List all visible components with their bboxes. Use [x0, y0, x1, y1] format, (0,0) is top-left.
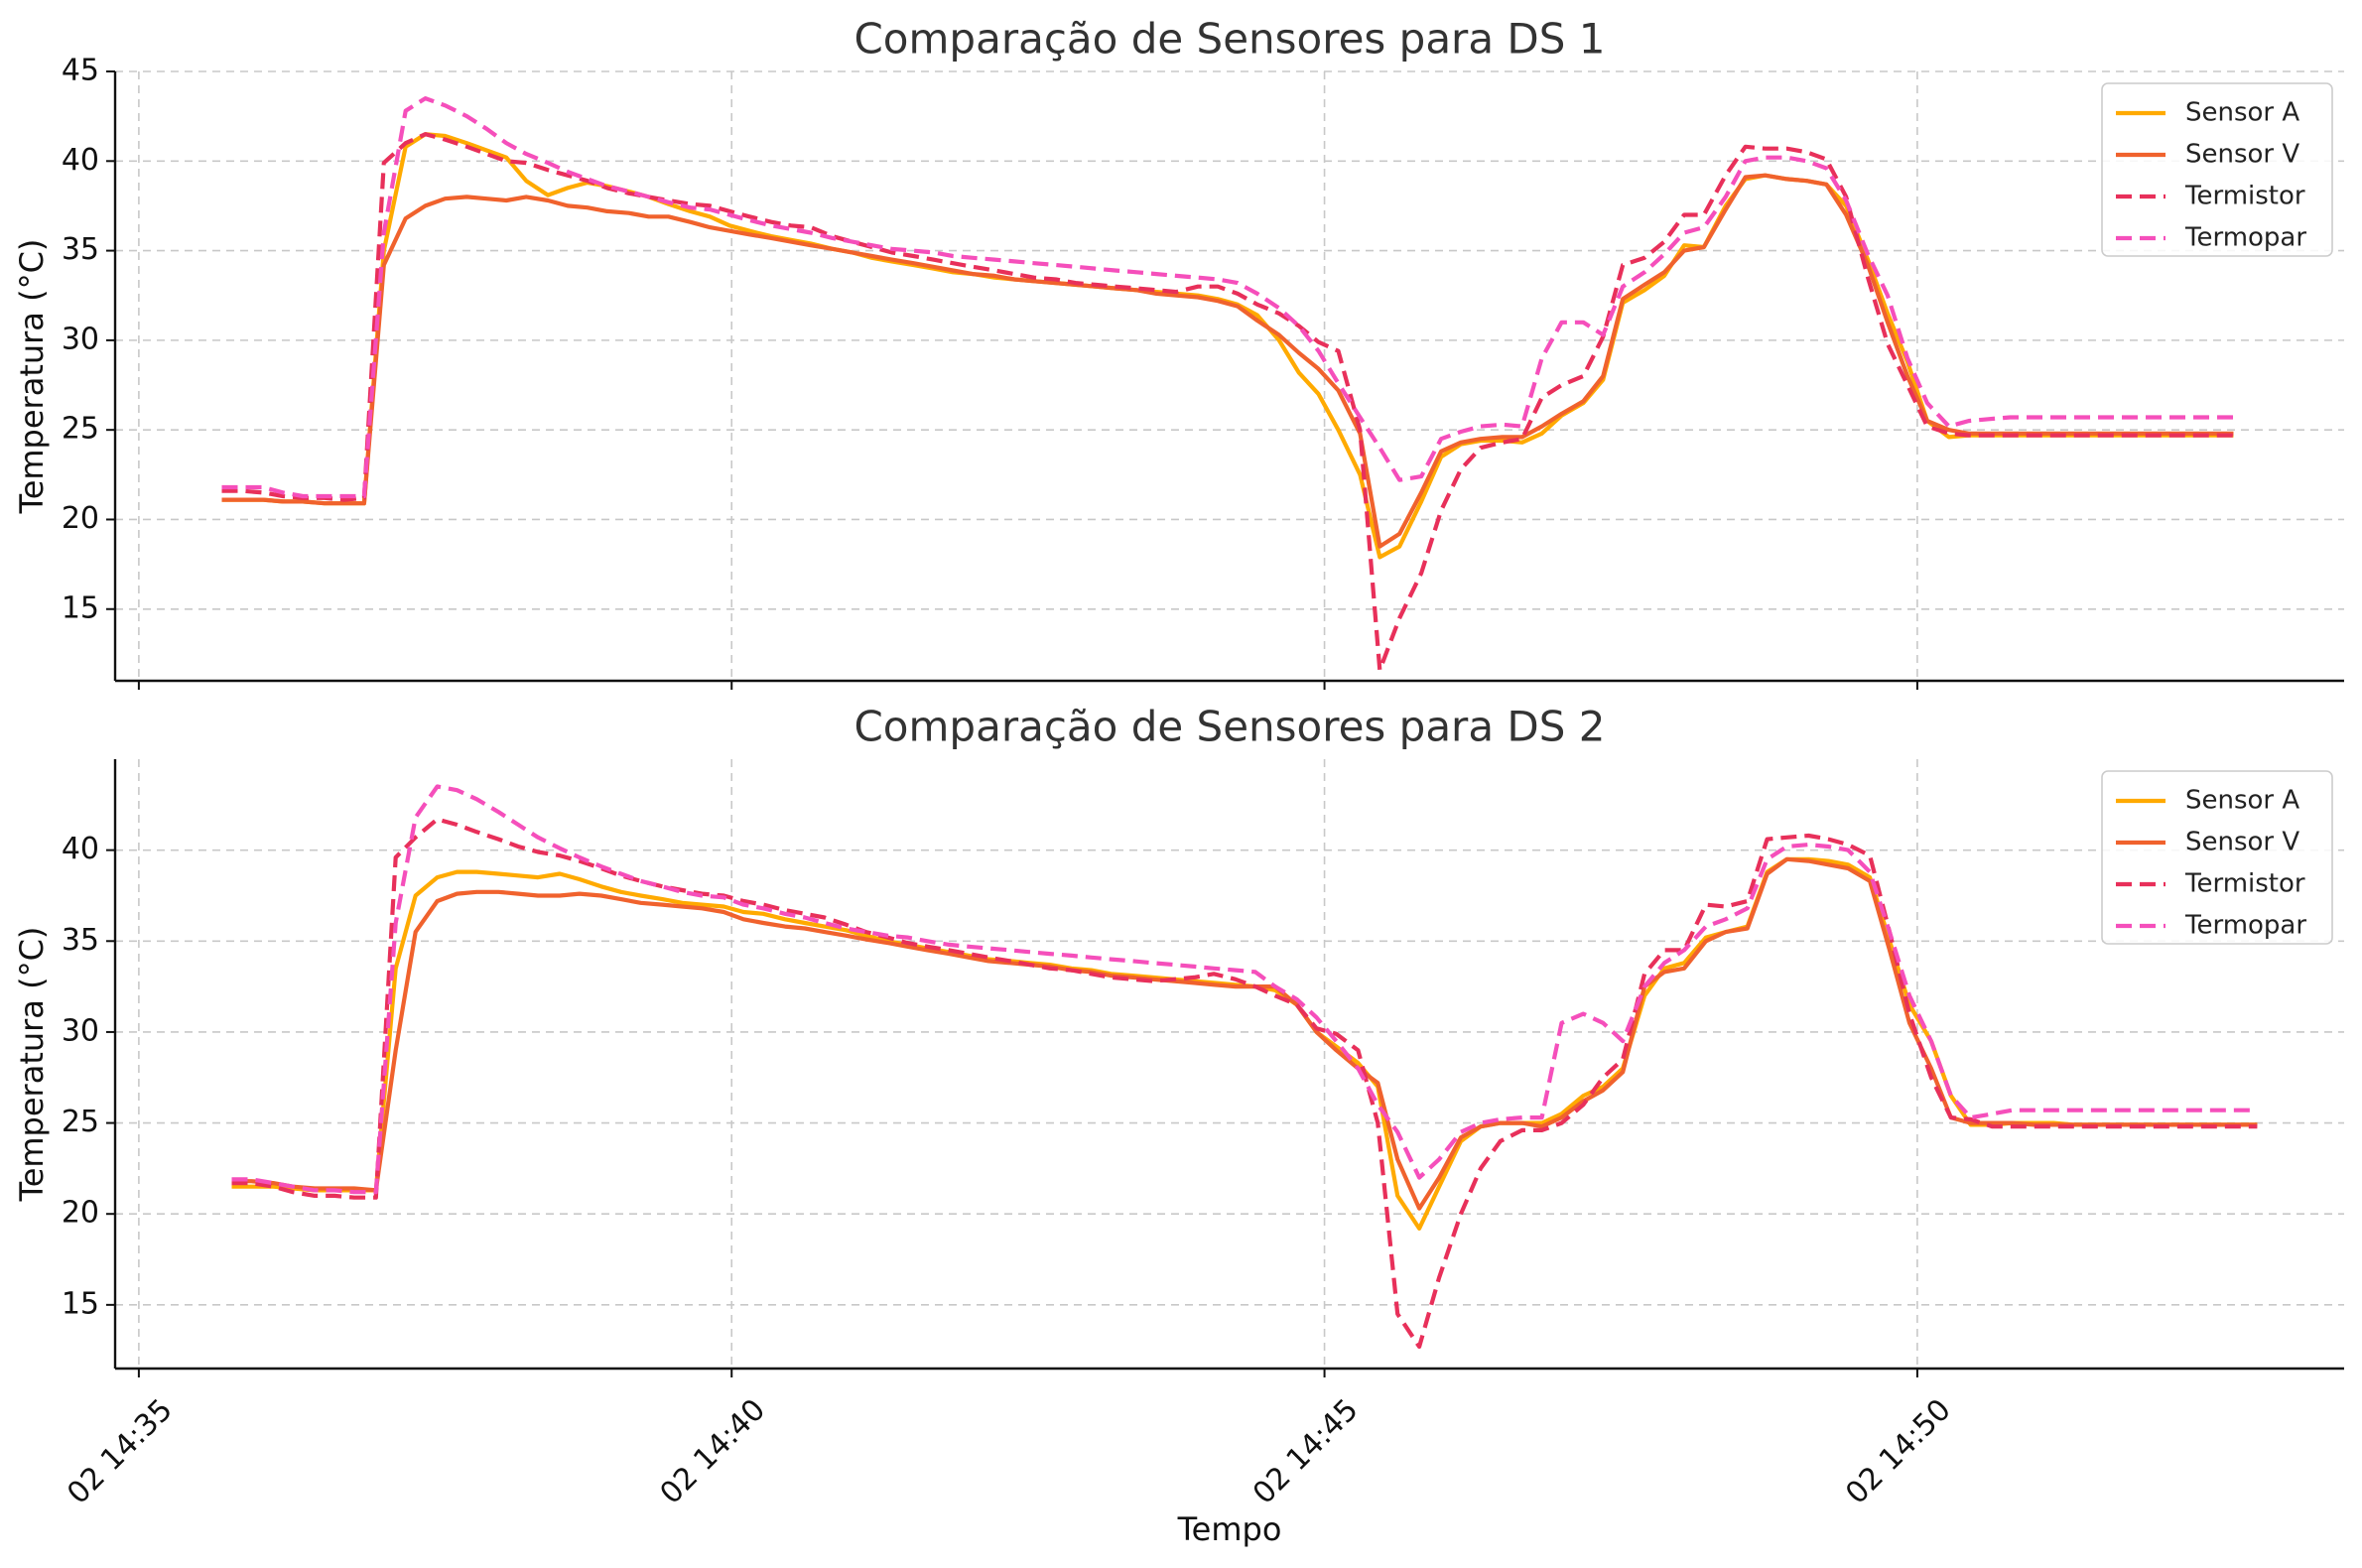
legend-label: Sensor V: [2185, 828, 2299, 857]
y-tick-label: 15: [62, 590, 99, 625]
y-tick-label: 30: [62, 322, 99, 356]
y-tick-label: 15: [62, 1286, 99, 1321]
x-tick-label: 02 14:40: [654, 1392, 773, 1511]
legend-label: Termopar: [2184, 223, 2306, 253]
y-tick-label: 45: [62, 54, 99, 88]
y-tick-label: 35: [62, 232, 99, 267]
legend-box: [2101, 82, 2333, 257]
series-line-termopar: [231, 784, 2258, 1195]
x-axis-label: Tempo: [1177, 1510, 1282, 1548]
legend-label: Sensor A: [2185, 98, 2299, 128]
legend-label: Termopar: [2184, 911, 2306, 941]
y-tick-label: 40: [62, 832, 99, 866]
y-tick-label: 20: [62, 1196, 99, 1231]
series-line-sensor-v: [231, 856, 2258, 1211]
legend-label: Sensor V: [2185, 140, 2299, 170]
legend-box: [2101, 770, 2333, 945]
y-axis-label: Temperatura (°C): [13, 239, 51, 515]
series-line-termistor: [231, 817, 2258, 1350]
legend-label: Termistor: [2184, 182, 2305, 211]
y-tick-label: 30: [62, 1013, 99, 1048]
series-line-sensor-a: [231, 856, 2258, 1232]
legend-label: Termistor: [2184, 869, 2305, 899]
x-tick-label: 02 14:50: [1839, 1392, 1958, 1511]
y-tick-label: 25: [62, 412, 99, 447]
chart-title: Comparação de Sensores para DS 1: [853, 15, 1605, 64]
series-line-termistor: [221, 132, 2234, 673]
x-tick-label: 02 14:45: [1247, 1392, 1366, 1511]
y-tick-label: 40: [62, 143, 99, 178]
series-line-sensor-v: [221, 173, 2234, 549]
x-tick-label: 02 14:35: [61, 1392, 180, 1511]
legend-label: Sensor A: [2185, 786, 2299, 816]
y-tick-label: 25: [62, 1105, 99, 1139]
series-line-termopar: [221, 95, 2234, 499]
chart-title: Comparação de Sensores para DS 2: [853, 703, 1605, 751]
y-tick-label: 20: [62, 501, 99, 536]
y-tick-label: 35: [62, 923, 99, 958]
y-axis-label: Temperatura (°C): [13, 927, 51, 1203]
